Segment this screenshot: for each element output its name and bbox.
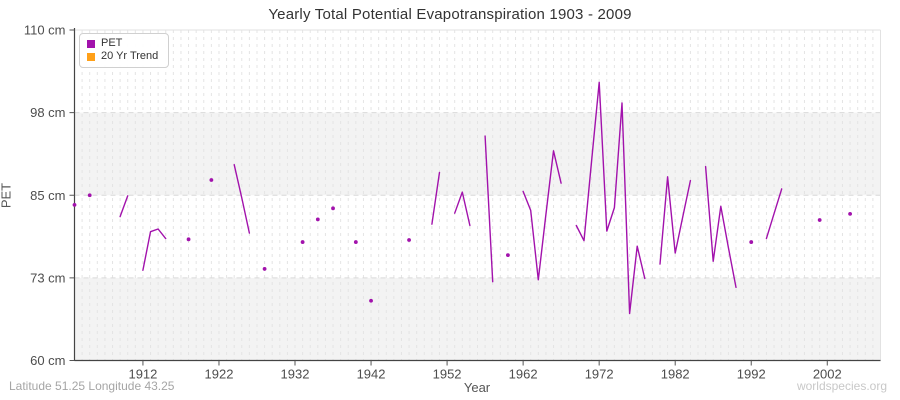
svg-text:1982: 1982 [661, 367, 690, 382]
svg-text:1962: 1962 [509, 367, 538, 382]
legend-label-pet: PET [101, 37, 123, 49]
svg-text:1992: 1992 [737, 367, 766, 382]
axes [69, 28, 881, 366]
tick-labels: 60 cm 73 cm 85 cm 98 cm 110 cm 1912 1922 1932 19… [24, 23, 842, 382]
svg-text:1952: 1952 [433, 367, 462, 382]
legend-item-trend: 20 Yr Trend [87, 50, 158, 63]
vertical-gridlines [74, 30, 881, 361]
svg-text:1912: 1912 [128, 367, 157, 382]
svg-text:98 cm: 98 cm [30, 105, 65, 120]
series-pet [72, 81, 852, 315]
legend-label-trend: 20 Yr Trend [101, 50, 159, 62]
trend-series-swatch-icon [87, 52, 95, 61]
svg-text:85 cm: 85 cm [30, 188, 65, 203]
svg-text:60 cm: 60 cm [30, 353, 65, 368]
y-axis-label: PET [0, 182, 14, 209]
watermark: worldspecies.org [796, 379, 887, 393]
svg-text:1972: 1972 [585, 367, 614, 382]
chart-title: Yearly Total Potential Evapotranspiratio… [268, 6, 632, 23]
svg-text:110 cm: 110 cm [24, 23, 66, 38]
svg-text:1932: 1932 [281, 367, 310, 382]
x-axis-label: Year [463, 380, 491, 395]
svg-text:73 cm: 73 cm [30, 270, 65, 285]
pet-series-swatch-icon [87, 39, 95, 48]
svg-text:1922: 1922 [205, 367, 234, 382]
legend-item-pet: PET [87, 37, 158, 50]
svg-text:1942: 1942 [357, 367, 386, 382]
svg-text:2002: 2002 [813, 367, 842, 382]
legend: PET 20 Yr Trend [79, 33, 170, 68]
coordinates-caption: Latitude 51.25 Longitude 43.25 [9, 379, 175, 393]
